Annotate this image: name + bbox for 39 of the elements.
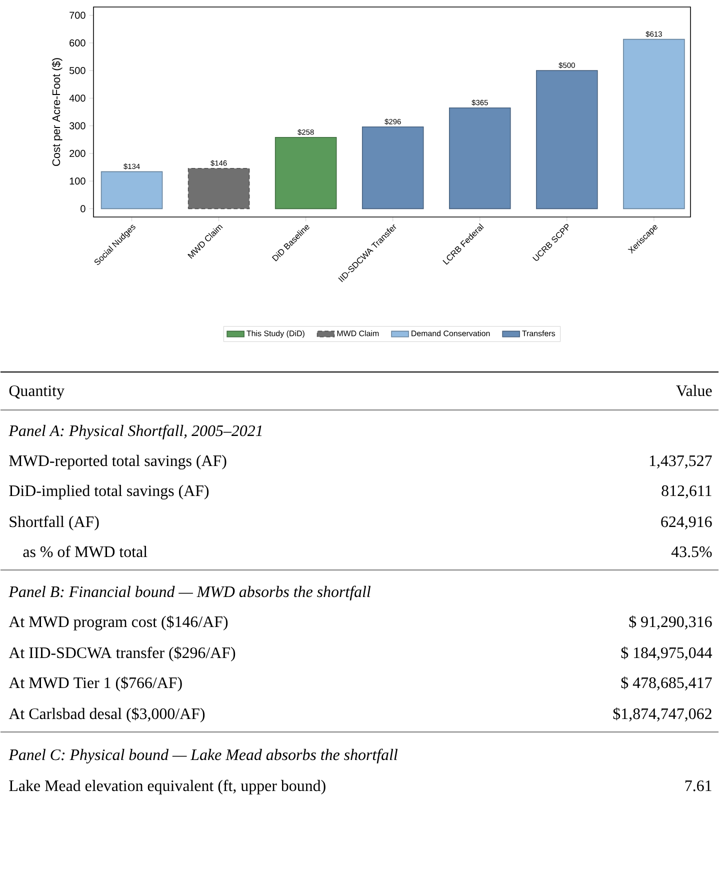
text: Panel B: Financial bound — MWD absorbs the shortfall <box>8 586 371 600</box>
y-tick-label: 400 <box>69 94 86 102</box>
y-tick-label: 700 <box>70 12 86 19</box>
text: $1,874,747,062 <box>613 707 712 722</box>
y-tick-label: 300 <box>69 122 86 130</box>
y-tick-label: 500 <box>70 67 86 74</box>
text: 43.5% <box>671 546 712 558</box>
bar <box>623 38 685 210</box>
bar <box>188 168 250 210</box>
text: At Carlsbad desal ($3,000/AF) <box>8 707 205 722</box>
text: MWD-reported total savings (AF) <box>9 454 226 470</box>
bar <box>536 70 598 210</box>
text: as % of MWD total <box>23 546 148 558</box>
text: 624,916 <box>661 516 712 530</box>
bar <box>274 137 337 210</box>
text: Lake Mead elevation equivalent (ft, upper bound) <box>9 780 326 794</box>
text: 7.61 <box>685 780 712 792</box>
text: Value <box>676 384 712 396</box>
text: DiD-implied total savings (AF) <box>9 484 209 500</box>
text: $ 478,685,417 <box>621 676 712 690</box>
bar <box>448 107 511 210</box>
y-axis-title: Cost per Acre-Foot ($) <box>52 58 62 166</box>
text: 812,611 <box>662 485 712 498</box>
y-tick-label: 200 <box>70 150 86 157</box>
text: At IID-SDCWA transfer ($296/AF) <box>8 646 236 662</box>
text: Panel C: Physical bound — Lake Mead absorbs the shortfall <box>8 748 398 764</box>
text: At MWD program cost ($146/AF) <box>8 615 228 630</box>
text: Shortfall (AF) <box>10 516 99 530</box>
bar <box>100 171 163 210</box>
text: 1,437,527 <box>650 455 712 468</box>
text: Quantity <box>9 385 64 400</box>
y-tick-label: 100 <box>70 178 86 185</box>
y-tick-label: 0 <box>80 205 86 212</box>
text: $ 91,290,316 <box>629 615 712 630</box>
text: $ 184,975,044 <box>621 646 712 660</box>
bar <box>362 126 424 210</box>
y-tick-label: 600 <box>70 39 86 46</box>
text: At MWD Tier 1 ($766/AF) <box>8 676 182 692</box>
text: Panel A: Physical Shortfall, 2005–2021 <box>8 424 262 440</box>
